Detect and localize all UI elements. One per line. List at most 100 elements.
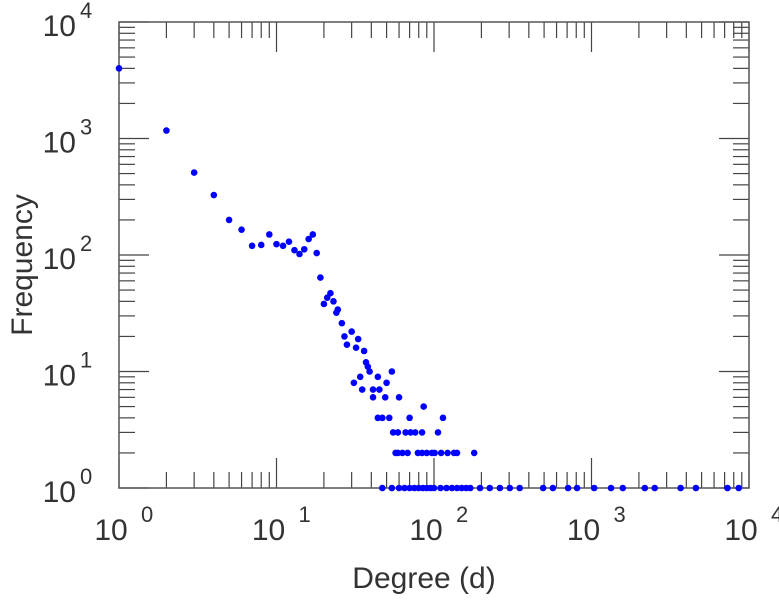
- data-point: [257, 241, 265, 249]
- data-point: [389, 429, 397, 436]
- data-point: [225, 216, 233, 224]
- data-point: [296, 250, 303, 258]
- data-point: [444, 449, 451, 457]
- data-point: [388, 484, 396, 492]
- data-point: [366, 368, 373, 375]
- data-point: [350, 379, 358, 387]
- data-point: [348, 328, 355, 335]
- data-point: [379, 484, 386, 492]
- data-point: [549, 484, 557, 492]
- x-tick-label: 10: [409, 514, 442, 547]
- data-point: [453, 484, 461, 492]
- data-point: [334, 306, 342, 313]
- data-point: [423, 449, 431, 457]
- data-point: [437, 449, 445, 457]
- x-tick-label: 10: [252, 514, 285, 547]
- x-tick-label-exponent: 3: [614, 502, 626, 527]
- data-point: [395, 394, 403, 401]
- data-point: [448, 484, 456, 492]
- data-point: [238, 226, 245, 233]
- data-point: [369, 394, 377, 401]
- data-point: [265, 231, 273, 238]
- data-point: [388, 368, 396, 375]
- data-point: [516, 484, 523, 492]
- data-point: [291, 246, 298, 254]
- data-point: [573, 484, 581, 492]
- x-tick-label-exponent: 2: [456, 502, 468, 527]
- data-point: [300, 245, 308, 253]
- data-point: [248, 242, 256, 250]
- data-point: [273, 240, 280, 248]
- data-point: [381, 394, 389, 401]
- data-point: [354, 335, 362, 343]
- data-point: [453, 449, 461, 457]
- y-tick-label: 10: [43, 243, 76, 276]
- data-point: [641, 484, 649, 492]
- data-point: [619, 484, 627, 492]
- data-point: [431, 449, 438, 457]
- data-point: [406, 484, 413, 492]
- data-point: [399, 449, 406, 457]
- axis-ticks: [118, 21, 750, 489]
- data-point: [210, 191, 218, 199]
- data-point: [539, 484, 547, 492]
- data-point: [692, 484, 700, 492]
- data-point: [385, 414, 393, 422]
- y-axis-label: Frequency: [6, 194, 39, 336]
- y-tick-label-exponent: 4: [80, 0, 92, 23]
- data-point: [496, 484, 504, 492]
- y-tick-label-exponent: 2: [80, 231, 92, 256]
- data-point: [466, 484, 474, 492]
- x-tick-label-exponent: 0: [141, 502, 153, 527]
- y-tick-label-exponent: 3: [80, 115, 92, 140]
- data-point: [327, 289, 334, 297]
- data-point: [338, 319, 346, 327]
- data-point: [313, 249, 321, 257]
- data-point: [383, 379, 390, 387]
- y-tick-label: 10: [43, 10, 76, 43]
- y-tick-label: 10: [43, 476, 76, 509]
- data-point: [735, 484, 742, 492]
- data-point: [677, 484, 684, 492]
- data-point: [724, 484, 731, 492]
- data-point: [343, 341, 351, 348]
- data-point: [406, 414, 413, 422]
- data-point: [486, 484, 494, 492]
- y-tick-label-exponent: 0: [80, 464, 92, 489]
- data-point: [190, 169, 198, 176]
- x-tick-label: 10: [94, 514, 127, 547]
- y-tick-label-exponent: 1: [80, 348, 92, 373]
- x-tick-labels: 10 0 10 1 10 2 10 3 10 4: [94, 502, 779, 547]
- data-point: [418, 449, 426, 457]
- data-point: [341, 333, 348, 340]
- data-point: [279, 242, 287, 250]
- data-point: [470, 449, 478, 457]
- data-point: [590, 484, 598, 492]
- data-point: [443, 484, 450, 492]
- data-point: [115, 65, 123, 72]
- data-point: [434, 429, 442, 436]
- data-point: [330, 298, 337, 305]
- plot-frame: [118, 21, 750, 489]
- y-tick-label: 10: [43, 360, 76, 393]
- data-point: [369, 386, 377, 393]
- data-point: [402, 429, 409, 436]
- x-tick-label-exponent: 1: [299, 502, 311, 527]
- data-point: [352, 344, 360, 352]
- x-axis-label: Degree (d): [352, 562, 495, 595]
- x-tick-label: 10: [724, 514, 757, 547]
- data-point: [401, 484, 408, 492]
- data-point: [439, 414, 447, 422]
- data-point: [356, 373, 364, 381]
- data-point: [437, 484, 444, 492]
- data-point: [374, 414, 382, 422]
- data-points: [115, 65, 742, 492]
- data-point: [163, 127, 170, 134]
- data-point: [411, 429, 419, 436]
- data-point: [476, 484, 484, 492]
- data-point: [379, 414, 386, 422]
- data-point: [607, 484, 615, 492]
- y-tick-label: 10: [43, 127, 76, 160]
